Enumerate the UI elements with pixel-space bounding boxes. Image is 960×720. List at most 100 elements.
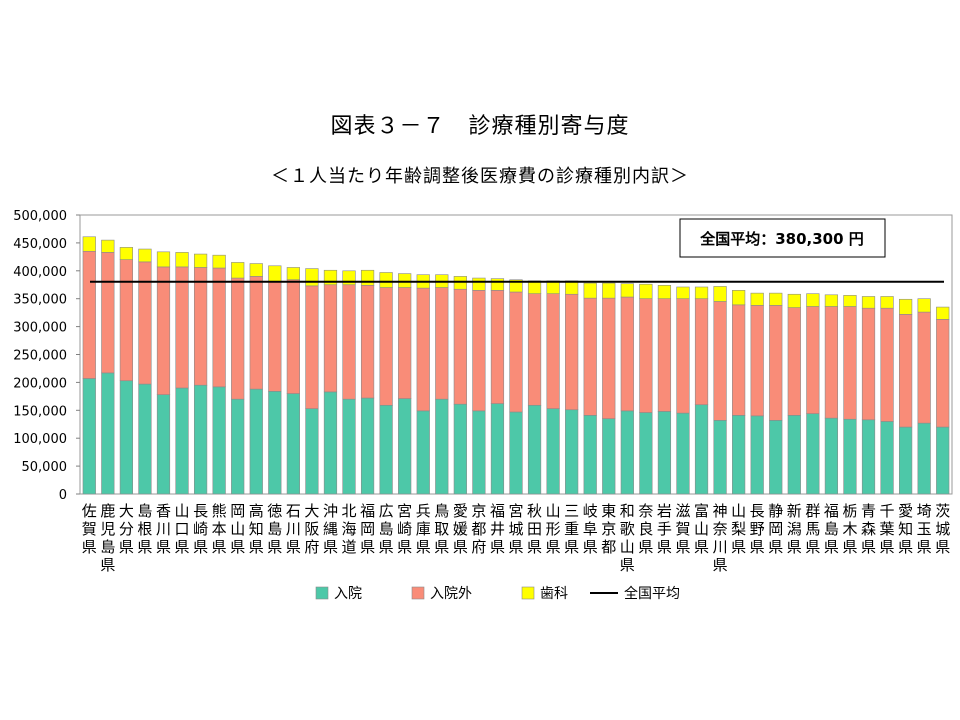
x-tick-label: 石川県 [286, 502, 301, 556]
y-tick-label: 500,000 [13, 209, 67, 224]
x-tick-label: 山形県 [546, 502, 561, 556]
bar-dental [509, 279, 523, 293]
average-label-box [679, 218, 886, 258]
bar-inpatient [193, 384, 208, 495]
bar-outpatient [472, 290, 486, 412]
y-tick-label: 50,000 [22, 460, 68, 475]
bar-dental [769, 292, 783, 306]
bar-dental [138, 248, 152, 263]
bar-inpatient [398, 398, 412, 495]
x-tick-label: 千葉県 [880, 502, 895, 556]
x-tick-label: 群馬県 [805, 502, 820, 556]
bar-inpatient [565, 409, 579, 495]
bar-dental [231, 262, 245, 279]
bar-outpatient [398, 287, 412, 399]
x-tick-label: 青森県 [861, 502, 876, 556]
bar-dental [917, 298, 931, 313]
bar-inpatient [156, 394, 171, 495]
x-tick-label: 富山県 [694, 502, 709, 556]
bar-outpatient [119, 259, 133, 382]
bar-dental [787, 293, 801, 308]
bar-dental [806, 293, 820, 307]
bar-inpatient [824, 417, 839, 495]
bar-inpatient [657, 411, 672, 495]
bar-dental [490, 278, 505, 291]
y-tick-label: 450,000 [13, 237, 67, 252]
bar-dental [861, 296, 876, 309]
bar-outpatient [750, 305, 764, 417]
bar-dental [583, 282, 597, 299]
bar-outpatient [694, 298, 709, 406]
bar-dental [175, 252, 189, 268]
bar-outpatient [639, 298, 653, 413]
bar-outpatient [787, 307, 801, 416]
bar-outpatient [249, 276, 263, 390]
bar-inpatient [806, 413, 820, 495]
bar-dental [676, 286, 690, 299]
chart-title: 図表３－７ 診療種別寄与度 [330, 114, 630, 139]
x-tick-label: 北海道 [342, 502, 357, 556]
bar-dental [732, 290, 746, 306]
bar-outpatient [899, 314, 913, 428]
bar-dental [880, 296, 894, 309]
bar-outpatient [602, 297, 616, 419]
bar-inpatient [620, 410, 634, 495]
bar-outpatient [379, 287, 393, 406]
bar-outpatient [212, 267, 226, 388]
bar-dental [657, 285, 672, 300]
x-tick-label: 岐阜県 [583, 502, 598, 556]
bar-inpatient [527, 404, 542, 495]
bar-outpatient [82, 250, 96, 379]
bar-dental [713, 286, 727, 302]
legend-label: 歯科 [540, 586, 568, 602]
bar-dental [694, 286, 709, 299]
bar-dental [750, 292, 764, 306]
bar-dental [639, 283, 653, 299]
bar-dental [212, 254, 226, 269]
bar-dental [101, 239, 115, 253]
bar-outpatient [527, 293, 542, 406]
x-tick-label: 熊本県 [212, 502, 227, 556]
x-tick-label: 埼玉県 [917, 502, 932, 556]
bar-dental [936, 306, 950, 320]
x-tick-label: 兵庫県 [416, 502, 431, 556]
bar-outpatient [657, 298, 672, 412]
bar-inpatient [379, 404, 393, 495]
legend-swatch-inpatient [315, 586, 329, 600]
x-tick-label: 福井県 [490, 502, 505, 556]
x-tick-label: 沖縄県 [323, 502, 338, 556]
x-tick-label: 岩手県 [657, 502, 672, 556]
x-tick-label: 京都府 [471, 502, 486, 556]
bar-dental [843, 295, 857, 307]
bar-inpatient [676, 412, 690, 495]
bar-inpatient [360, 397, 375, 495]
y-tick-label: 200,000 [13, 376, 67, 391]
bar-outpatient [880, 307, 894, 422]
bar-inpatient [249, 388, 263, 495]
bar-inpatient [750, 415, 764, 495]
bar-dental [824, 294, 839, 307]
bar-inpatient [787, 415, 801, 495]
x-tick-label: 奈良県 [638, 502, 653, 556]
bar-inpatient [305, 408, 319, 495]
x-tick-label: 香川県 [156, 502, 171, 556]
bar-dental [305, 268, 319, 287]
x-tick-label: 鹿児島県 [100, 502, 115, 574]
y-tick-label: 400,000 [13, 265, 67, 280]
bar-outpatient [546, 293, 560, 409]
y-tick-label: 100,000 [13, 432, 67, 447]
bar-dental [360, 269, 375, 286]
bar-inpatient [119, 380, 133, 495]
bar-dental [379, 272, 393, 288]
bar-inpatient [602, 418, 616, 495]
bar-outpatient [231, 277, 245, 400]
x-tick-label: 徳島県 [267, 502, 282, 556]
bar-inpatient [416, 410, 430, 495]
x-tick-label: 愛媛県 [453, 502, 468, 556]
average-label: 全国平均：380,300 円 [699, 230, 864, 248]
x-tick-label: 長野県 [750, 502, 765, 556]
x-tick-label: 宮崎県 [397, 502, 412, 556]
y-tick-label: 350,000 [13, 293, 67, 308]
bar-outpatient [268, 281, 282, 392]
x-tick-label: 福島県 [824, 502, 839, 556]
